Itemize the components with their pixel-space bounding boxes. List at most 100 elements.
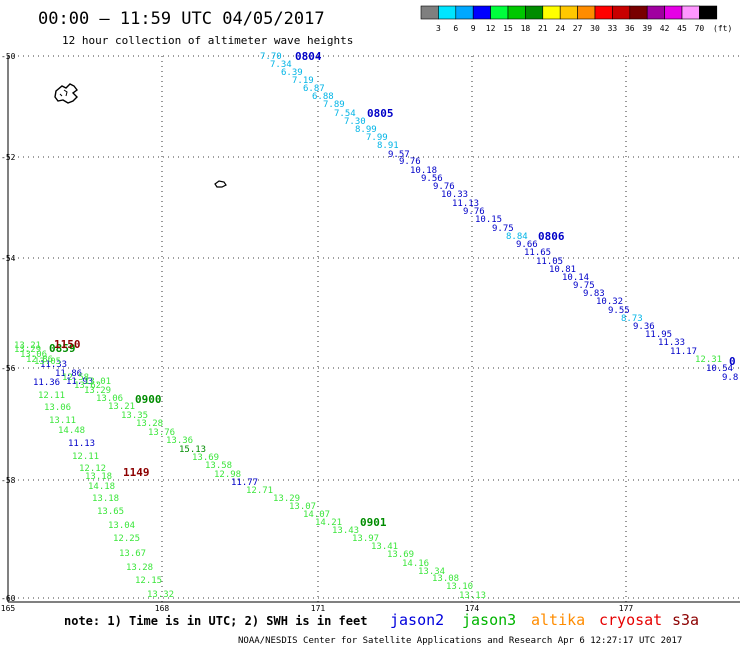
wave-height-value: 10.14	[562, 273, 589, 283]
wave-height-value: 13.08	[432, 574, 459, 584]
wave-height-value: 13.62	[74, 381, 101, 391]
wave-height-value: 13.28	[126, 563, 153, 573]
wave-height-value: 9.75	[492, 224, 514, 234]
wave-height-value: 13.29	[14, 345, 41, 355]
wave-height-value: 12.98	[214, 470, 241, 480]
wave-height-value: 9.76	[433, 182, 455, 192]
legend-tick-label: 24	[555, 24, 565, 33]
wave-height-value: 11.93	[66, 377, 93, 387]
legend-swatch	[559, 5, 578, 20]
legend-swatch	[438, 5, 457, 20]
legend-swatch	[490, 5, 509, 20]
legend-tick-label: 39	[642, 24, 652, 33]
legend-swatch	[699, 5, 718, 20]
legend-swatch	[594, 5, 613, 20]
wave-height-value: 11.33	[40, 360, 67, 370]
legend-tick-label: 9	[471, 24, 476, 33]
satellite-name: s3a	[672, 611, 699, 629]
legend-swatch	[455, 5, 474, 20]
wave-height-value: 6.88	[312, 92, 334, 102]
wave-height-value: 11.65	[524, 248, 551, 258]
legend-tick-label: 6	[453, 24, 458, 33]
pass-time-label: 1149	[123, 466, 150, 479]
wave-height-value: 13.67	[119, 549, 146, 559]
wave-height-value: 14.16	[402, 559, 429, 569]
pass-time-label: 0804	[295, 50, 322, 63]
pass-time-label: 1150	[54, 338, 81, 351]
legend-swatch	[612, 5, 631, 20]
legend-tick-label: 15	[503, 24, 513, 33]
wave-height-value: 13.06	[20, 350, 47, 360]
track-0804: 7.707.346.397.196.876.887.897.547.308.99…	[260, 50, 738, 383]
track-0900: 13.0613.2113.3513.2813.7613.3615.1313.69…	[49, 342, 486, 601]
wave-height-value: 13.29	[84, 386, 111, 396]
legend-tick-label: 27	[573, 24, 583, 33]
wave-height-value: 7.89	[323, 100, 345, 110]
wave-height-value: 10.54	[706, 364, 733, 374]
wave-height-value: 11.13	[452, 199, 479, 209]
wave-height-value: 11.95	[645, 330, 672, 340]
auckland-islands-outline	[54, 83, 78, 104]
wave-height-value: 12.71	[246, 486, 273, 496]
legend-swatch	[629, 5, 648, 20]
wave-height-value: 13.13	[459, 591, 486, 601]
legend-swatch	[664, 5, 683, 20]
wave-height-value: 10.33	[441, 190, 468, 200]
wave-height-value: 9.76	[463, 207, 485, 217]
wave-height-value: 12.58	[62, 373, 89, 383]
pass-time-label: 0806	[538, 230, 565, 243]
wave-height-value: 7.19	[292, 76, 314, 86]
legend-tick-label: 12	[486, 24, 496, 33]
lat-label: -56	[1, 364, 16, 373]
legend-tick-label: 21	[538, 24, 548, 33]
wave-height-value: 7.54	[334, 109, 356, 119]
wave-height-value: 9.57	[388, 150, 410, 160]
wave-height-value: 13.97	[352, 534, 379, 544]
lon-label: 168	[155, 604, 170, 613]
wave-height-value: 8.91	[377, 141, 399, 151]
wave-height-value: 13.06	[96, 394, 123, 404]
wave-height-value: 13.10	[446, 582, 473, 592]
wave-height-legend: 3 6 9 12 15 18 21 24 27 30 33 36 39 42 45 70	[420, 5, 718, 33]
wave-height-value: 11.17	[670, 347, 697, 357]
wave-height-value: 11.36	[33, 378, 60, 388]
wave-height-value: 14.48	[58, 426, 85, 436]
wave-height-value: 12.11	[38, 391, 65, 401]
wave-height-value: 12.11	[72, 452, 99, 462]
wave-height-value: 9.66	[516, 240, 538, 250]
legend-swatch	[472, 5, 491, 20]
legend-tick-label: 45	[677, 24, 687, 33]
wave-height-value: 13.58	[205, 461, 232, 471]
wave-height-value: 13.35	[121, 411, 148, 421]
wave-height-value: 13.29	[273, 494, 300, 504]
lon-label: 165	[1, 604, 16, 613]
wave-height-value: 13.01	[84, 377, 111, 387]
wave-height-value: 13.32	[147, 590, 174, 600]
wave-height-value: 13.41	[371, 542, 398, 552]
pass-time-label: 0	[729, 355, 736, 368]
wave-height-value: 8.73	[621, 314, 643, 324]
wave-height-value: 9.76	[399, 157, 421, 167]
legend-swatch	[681, 5, 700, 20]
lat-label: -58	[1, 476, 16, 485]
lon-label: 171	[311, 604, 326, 613]
legend-unit: (ft)	[713, 24, 732, 33]
pass-time-label: 0901	[360, 516, 387, 529]
wave-height-value: 9.83	[583, 289, 605, 299]
wave-height-value: 11.77	[231, 478, 258, 488]
wave-height-value: 12.12	[79, 464, 106, 474]
lon-label: 177	[619, 604, 634, 613]
pass-time-label: 0859	[49, 342, 76, 355]
legend-swatch	[542, 5, 561, 20]
wave-height-value: 12.15	[135, 576, 162, 586]
campbell-island-outline	[214, 180, 227, 188]
wave-height-value: 9.56	[421, 174, 443, 184]
wave-height-value: 13.06	[44, 403, 71, 413]
legend-tick-label: 33	[608, 24, 618, 33]
wave-height-value: 7.99	[366, 133, 388, 143]
legend-tick-label: 42	[660, 24, 670, 33]
wave-height-value: 10.15	[475, 215, 502, 225]
wave-height-value: 7.34	[270, 60, 292, 70]
wave-height-value: 13.18	[92, 494, 119, 504]
